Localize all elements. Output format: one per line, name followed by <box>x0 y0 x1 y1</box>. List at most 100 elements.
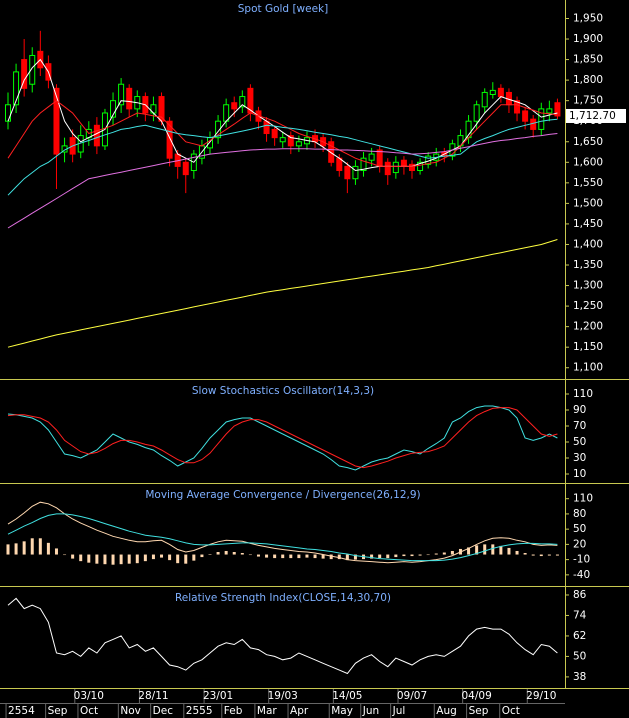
histogram-bar <box>71 554 75 559</box>
candle-body <box>360 157 367 172</box>
period-label: Oct <box>502 705 520 717</box>
y-tick-label: -10 <box>573 554 590 566</box>
histogram-bar <box>143 554 147 562</box>
histogram-bar <box>119 554 123 565</box>
panel-title: Moving Average Convergence / Divergence(… <box>145 489 420 501</box>
period-label: Sep <box>48 705 68 717</box>
candle-body <box>93 124 100 147</box>
y-tick-label: 10 <box>573 468 586 480</box>
y-tick-label: 1,800 <box>573 74 603 86</box>
candle-body <box>554 102 561 117</box>
histogram-bar <box>289 554 293 559</box>
panel-title: Spot Gold [week] <box>238 3 328 15</box>
period-label: Jul <box>392 705 406 717</box>
candle-body <box>279 137 286 143</box>
histogram-bar <box>111 554 115 565</box>
histogram-bar <box>216 552 220 555</box>
candle-body <box>271 128 278 139</box>
candle-body <box>522 110 529 122</box>
y-tick-label: 30 <box>573 452 586 464</box>
line <box>7 501 558 564</box>
histogram-bar <box>467 547 471 555</box>
candle-body <box>352 165 359 180</box>
period-label: Sep <box>469 705 489 717</box>
candle-body <box>344 165 351 180</box>
histogram-bar <box>531 554 535 556</box>
histogram-bar <box>127 554 131 564</box>
candle-body <box>328 141 335 163</box>
line <box>7 133 558 229</box>
frame <box>0 0 629 689</box>
histogram-bar <box>434 553 438 555</box>
y-tick-label: 62 <box>573 630 586 642</box>
histogram-bar <box>547 554 551 556</box>
histogram-bar <box>63 554 67 556</box>
histogram-bar <box>87 554 91 563</box>
histogram-bar <box>402 554 406 557</box>
histogram-bar <box>46 542 50 555</box>
histogram-bar <box>38 538 42 555</box>
histogram-bar <box>523 553 527 555</box>
candle-body <box>384 161 391 176</box>
candle-body <box>215 120 222 139</box>
histogram-bar <box>515 550 519 555</box>
histogram-bar <box>410 554 414 557</box>
histogram-bar <box>345 554 349 561</box>
histogram-bar <box>265 554 269 558</box>
period-label: Aug <box>436 705 457 717</box>
candle-body <box>166 120 173 159</box>
x-tick-label: 29/10 <box>526 690 556 702</box>
histogram-bar <box>95 554 99 564</box>
candle-body <box>5 104 11 122</box>
histogram-bar <box>248 554 252 556</box>
histogram-bar <box>176 554 180 564</box>
candle-body <box>392 161 399 174</box>
candle-body <box>538 108 545 130</box>
histogram-bar <box>30 538 34 555</box>
candle-body <box>489 89 496 95</box>
y-tick-label: 1,850 <box>573 54 603 66</box>
y-tick-label: -40 <box>573 569 590 581</box>
period-label: Jun <box>362 705 379 717</box>
candle-body <box>126 87 133 110</box>
candle-body <box>514 100 521 114</box>
histogram-bar <box>168 554 172 561</box>
candle-body <box>530 118 537 130</box>
last-price-label: 1,712.70 <box>569 110 616 122</box>
panel-title: Relative Strength Index(CLOSE,14,30,70) <box>175 592 391 604</box>
y-tick-label: 1,400 <box>573 238 603 250</box>
line <box>7 58 558 172</box>
last-price-box <box>566 108 626 123</box>
x-tick-label: 23/01 <box>203 690 233 702</box>
histogram-bar <box>321 554 325 559</box>
y-tick-label: 1,450 <box>573 218 603 230</box>
candle-body <box>182 161 189 176</box>
candle-body <box>263 120 270 135</box>
period-label: 2555 <box>186 705 213 717</box>
histogram-bar <box>426 554 430 556</box>
histogram-bar <box>54 548 58 555</box>
candle-body <box>473 104 480 122</box>
period-label: Apr <box>290 705 309 717</box>
histogram-bar <box>160 554 164 558</box>
histogram-bar <box>273 554 277 559</box>
period-label: 2554 <box>8 705 35 717</box>
y-tick-label: 50 <box>573 436 586 448</box>
y-tick-label: 1,600 <box>573 156 603 168</box>
y-tick-label: 1,100 <box>573 362 603 374</box>
y-tick-label: 70 <box>573 420 586 432</box>
x-tick-label: 04/09 <box>462 690 492 702</box>
period-label: Dec <box>153 705 174 717</box>
line <box>7 407 558 469</box>
histogram-bar <box>337 554 341 560</box>
y-tick-label: 20 <box>573 538 586 550</box>
histogram-bar <box>297 554 301 559</box>
histogram-bar <box>555 554 559 556</box>
x-tick-label: 19/03 <box>268 690 298 702</box>
x-tick-label: 14/05 <box>332 690 362 702</box>
line <box>7 597 558 675</box>
histogram-bar <box>79 554 83 562</box>
histogram-bar <box>499 545 503 555</box>
